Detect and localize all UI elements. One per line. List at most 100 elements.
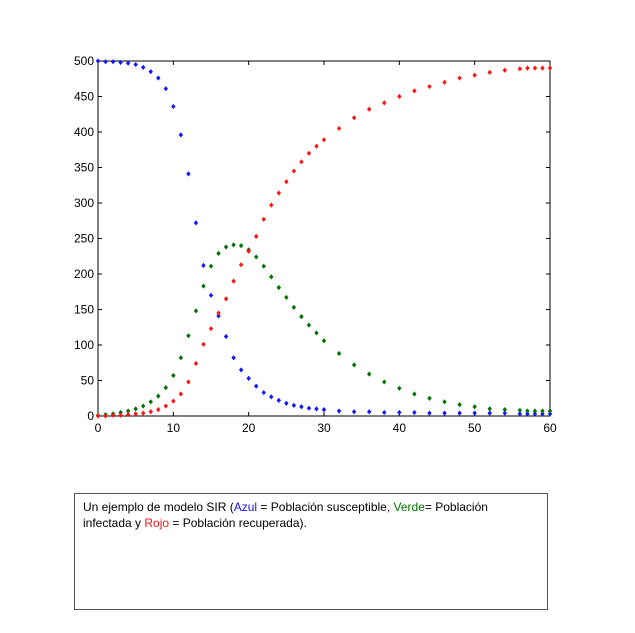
series-0-point: [141, 64, 146, 70]
series-2-point: [442, 79, 447, 85]
series-0-point: [276, 397, 281, 403]
series-2-point: [351, 115, 357, 121]
series-1-point: [314, 330, 319, 336]
series-0-point: [193, 220, 199, 226]
y-tick-label: 100: [74, 338, 94, 352]
series-1-point: [457, 402, 462, 408]
y-tick-label: 300: [74, 196, 94, 210]
series-2-point: [156, 407, 161, 413]
series-0-point: [163, 86, 168, 92]
series-2-point: [427, 83, 432, 90]
series-0-point: [427, 410, 432, 416]
series-1-point: [118, 409, 123, 416]
series-1-point: [216, 250, 221, 257]
series-0-point: [336, 408, 342, 414]
series-0-point: [306, 405, 312, 411]
series-2-point: [186, 379, 191, 385]
series-1-point: [291, 304, 297, 310]
y-tick-label: 400: [74, 125, 94, 139]
x-tick-label: 10: [167, 421, 181, 435]
series-1-point: [231, 242, 236, 248]
series-0-point: [502, 410, 507, 416]
x-tick-label: 30: [317, 421, 331, 435]
series-2-point: [276, 190, 281, 196]
series-0-point: [367, 409, 372, 415]
series-2-point: [148, 409, 153, 415]
series-0-point: [261, 389, 266, 396]
series-1-point: [141, 403, 146, 409]
series-2-point: [103, 413, 108, 419]
series-2-point: [397, 93, 402, 100]
series-0-point: [231, 355, 236, 361]
series-2-point: [95, 413, 101, 419]
y-tick-label: 150: [74, 303, 94, 317]
series-2-point: [223, 296, 229, 302]
series-2-point: [246, 248, 251, 254]
y-tick-label: 0: [87, 409, 94, 423]
series-2-point: [110, 412, 116, 418]
series-2-point: [412, 88, 417, 94]
series-1-point: [186, 333, 191, 339]
series-1-point: [276, 284, 281, 291]
series-2-point: [517, 66, 523, 72]
y-tick-label: 500: [74, 54, 94, 68]
series-1-point: [156, 393, 161, 399]
series-1-point: [178, 355, 184, 361]
series-2-point: [193, 360, 199, 367]
series-2-point: [457, 75, 462, 81]
series-1-point: [472, 404, 477, 410]
series-2-point: [141, 410, 146, 416]
series-2-point: [118, 412, 123, 418]
series-0-point: [110, 59, 116, 65]
sir-chart: 0 10 20 30 40 50 60 0 50 100 150 200 250 300 350 400 45…: [74, 54, 557, 435]
series-0-point: [532, 411, 538, 417]
series-0-point: [208, 292, 214, 298]
caption-azul: Azul: [233, 500, 258, 514]
x-axis-ticks: 0 10 20 30 40 50 60: [95, 61, 557, 435]
series-1-point: [412, 391, 417, 397]
series-2-point: [367, 106, 372, 112]
series-2-point: [171, 398, 176, 404]
series-2-point: [472, 72, 477, 78]
series-0-point: [148, 69, 153, 75]
series-2-point: [306, 150, 312, 156]
series-0-point: [382, 409, 387, 416]
series-0-point: [201, 262, 206, 269]
series-2-point: [269, 202, 274, 208]
series-2-point: [133, 411, 138, 417]
series-1-point: [502, 407, 507, 413]
series-1-point: [336, 350, 342, 357]
caption-text-4: = Población recuperada).: [169, 516, 307, 530]
series-0-point: [412, 409, 417, 416]
series-0-point: [525, 411, 530, 417]
series-0-point: [299, 404, 304, 410]
caption-text-1: Un ejemplo de modelo SIR (: [83, 500, 234, 514]
series-2-point: [487, 69, 492, 75]
series-1-point: [201, 283, 206, 289]
series-0-point: [321, 407, 327, 413]
y-tick-label: 50: [81, 374, 95, 388]
series-0-point: [118, 59, 123, 66]
series-1-point: [382, 379, 387, 385]
series-0-point: [133, 61, 138, 68]
series-0-point: [103, 59, 108, 65]
series-0-point: [171, 103, 176, 110]
y-tick-label: 250: [74, 232, 94, 246]
x-tick-label: 60: [543, 421, 557, 435]
series-1-point: [133, 406, 138, 412]
series-0-point: [178, 132, 184, 138]
series-2-point: [314, 143, 319, 149]
series-0-point: [125, 60, 131, 66]
series-1-point: [193, 308, 199, 314]
series-0-point: [223, 333, 229, 340]
series-2-point: [284, 179, 289, 185]
series-1-point: [284, 294, 289, 301]
series-2-point: [321, 137, 327, 143]
series-0-point: [472, 410, 477, 416]
series-1-point: [427, 395, 432, 401]
series-1-point: [269, 274, 274, 280]
series-1-point: [148, 399, 153, 405]
series-2-point: [231, 278, 236, 284]
series-0-point: [291, 402, 297, 408]
series-2-point: [299, 159, 304, 165]
